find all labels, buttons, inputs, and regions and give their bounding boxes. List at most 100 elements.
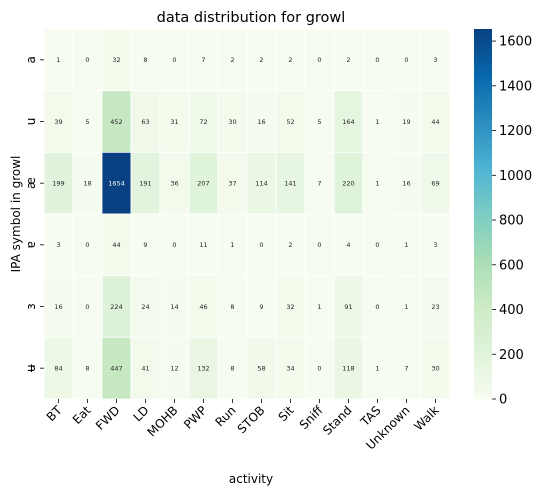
- cell-value-label: 2: [346, 56, 350, 64]
- heatmap-cell: [246, 213, 277, 277]
- heatmap-cell: [130, 213, 161, 277]
- cell-value-label: 30: [228, 118, 236, 126]
- heatmap-cell: [420, 336, 451, 400]
- cell-value-label: 0: [317, 241, 321, 249]
- colorbar-tick-label: 1400: [499, 79, 532, 94]
- cell-value-label: 7: [317, 179, 321, 187]
- cell-value-label: 452: [110, 118, 122, 126]
- colorbar-tick-label: 1000: [499, 169, 532, 184]
- y-axis-ticks: a u æ ɐ ɜ ʉ: [24, 56, 44, 372]
- cell-value-label: 12: [170, 364, 178, 372]
- colorbar-tick-label: 0: [499, 393, 507, 408]
- cell-value-label: 18: [83, 179, 91, 187]
- heatmap-cell: [420, 213, 451, 277]
- colorbar-tick-label: 200: [499, 348, 524, 363]
- heatmap-cell: [304, 28, 335, 92]
- heatmap-cell: [188, 28, 219, 92]
- cell-value-label: 207: [197, 179, 209, 187]
- cell-value-label: 1: [404, 241, 408, 249]
- cell-value-label: 91: [344, 303, 352, 311]
- cell-value-label: 447: [110, 364, 122, 372]
- cell-value-label: 1654: [108, 179, 125, 187]
- x-tick-label: Walk: [411, 403, 441, 433]
- cell-value-label: 0: [375, 241, 379, 249]
- heatmap-cell: [275, 336, 306, 400]
- colorbar: [474, 29, 492, 399]
- heatmap-cell: [391, 336, 422, 400]
- cell-value-label: 0: [317, 364, 321, 372]
- heatmap-cell: [72, 336, 103, 400]
- heatmap-cell: [101, 275, 132, 338]
- cell-value-label: 1: [56, 56, 60, 64]
- cell-value-label: 31: [170, 118, 178, 126]
- heatmap-cell: [391, 275, 422, 338]
- heatmap-cell-labels: 1 0 32 8 0 7 2 2 2 0 2 0 0 339 5 452 63 31 72 30 16 52 5 164 1 19…: [52, 56, 439, 372]
- cell-value-label: 3: [433, 241, 437, 249]
- heatmap-cell: [420, 151, 451, 215]
- heatmap-cell: [217, 90, 248, 153]
- cell-value-label: 23: [431, 303, 439, 311]
- cell-value-label: 164: [342, 118, 354, 126]
- cell-value-label: 8: [230, 364, 234, 372]
- cell-value-label: 220: [342, 179, 354, 187]
- cell-value-label: 2: [230, 56, 234, 64]
- heatmap-cell: [101, 336, 132, 400]
- heatmap-cell: [391, 90, 422, 153]
- x-tick-label: BT: [44, 403, 65, 424]
- cell-value-label: 8: [230, 303, 234, 311]
- cell-value-label: 84: [54, 364, 62, 372]
- colorbar-ticks: 0 200 400 600 800 1000 1200 1400 1600: [492, 35, 532, 408]
- cell-value-label: 1: [230, 241, 234, 249]
- heatmap-cell: [275, 213, 306, 277]
- cell-value-label: 199: [52, 179, 64, 187]
- colorbar-tick-label: 800: [499, 214, 524, 229]
- heatmap-cell: [130, 336, 161, 400]
- cell-value-label: 224: [110, 303, 122, 311]
- cell-value-label: 9: [259, 303, 263, 311]
- heatmap-cell: [159, 213, 190, 277]
- heatmap-cell: [246, 28, 277, 92]
- cell-value-label: 0: [85, 241, 89, 249]
- cell-value-label: 3: [433, 56, 437, 64]
- cell-value-label: 69: [431, 179, 439, 187]
- cell-value-label: 32: [112, 56, 120, 64]
- heatmap-cell: [246, 151, 277, 215]
- cell-value-label: 1: [404, 303, 408, 311]
- cell-value-label: 0: [404, 56, 408, 64]
- cell-value-label: 34: [286, 364, 294, 372]
- x-tick-label: FWD: [93, 403, 123, 433]
- cell-value-label: 16: [54, 303, 62, 311]
- cell-value-label: 0: [85, 303, 89, 311]
- x-tick-label: Stand: [320, 403, 355, 438]
- cell-value-label: 19: [402, 118, 410, 126]
- y-tick-label: ɐ: [24, 241, 38, 248]
- cell-value-label: 46: [199, 303, 207, 311]
- cell-value-label: 1: [317, 303, 321, 311]
- heatmap-cell: [159, 336, 190, 400]
- cell-value-label: 0: [259, 241, 263, 249]
- cell-value-label: 0: [172, 241, 176, 249]
- heatmap-cell: [362, 336, 393, 400]
- x-tick-label: Eat: [70, 403, 94, 427]
- heatmap-cell: [72, 90, 103, 153]
- heatmap-cell: [246, 275, 277, 338]
- heatmap-cell: [217, 336, 248, 400]
- cell-value-label: 32: [286, 303, 294, 311]
- heatmap-cell: [362, 28, 393, 92]
- heatmap-cell: [246, 336, 277, 400]
- y-tick-label: u: [24, 118, 38, 126]
- cell-value-label: 0: [85, 56, 89, 64]
- cell-value-label: 4: [346, 241, 350, 249]
- cell-value-label: 5: [85, 118, 89, 126]
- y-tick-label: ɜ: [24, 303, 38, 309]
- colorbar-tick-label: 600: [499, 258, 524, 273]
- cell-value-label: 1: [375, 118, 379, 126]
- x-tick-label: STOB: [235, 403, 268, 436]
- heatmap-cell: [333, 151, 364, 215]
- heatmap-cell: [362, 275, 393, 338]
- y-axis-label: IPA symbol in growl: [9, 156, 23, 273]
- heatmap-cell: [362, 151, 393, 215]
- cell-value-label: 1: [375, 179, 379, 187]
- cell-value-label: 8: [143, 56, 147, 64]
- cell-value-label: 114: [255, 179, 267, 187]
